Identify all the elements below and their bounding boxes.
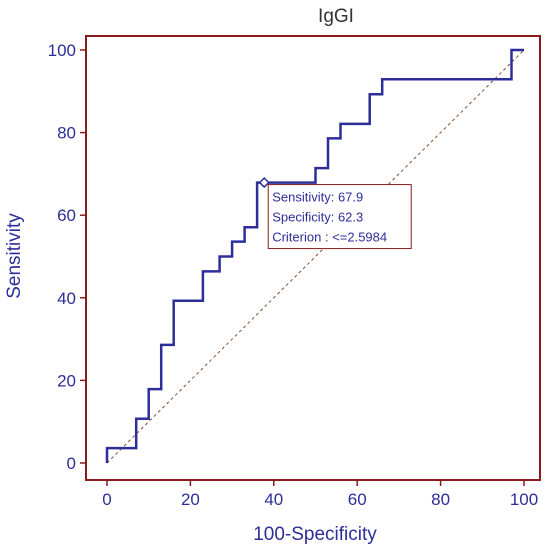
chart-title: IgGI	[318, 6, 354, 27]
y-tick-label: 80	[57, 124, 76, 143]
callout-line: Sensitivity: 67.9	[272, 190, 363, 205]
x-tick-label: 60	[348, 490, 367, 509]
x-axis-title: 100-Specificity	[253, 524, 377, 545]
plot-frame	[85, 35, 541, 481]
plot-area	[85, 35, 541, 481]
reference-diagonal-line	[106, 49, 525, 464]
callout-line: Criterion : <=2.5984	[272, 230, 387, 245]
x-tick-label: 100	[510, 490, 538, 509]
criterion-point-marker	[258, 177, 270, 189]
x-tick-label: 80	[431, 490, 450, 509]
criterion-callout: Sensitivity: 67.9 Specificity: 62.3 Criter…	[258, 177, 412, 250]
y-tick-label: 40	[57, 289, 76, 308]
x-tick-label: 0	[102, 490, 111, 509]
y-tick-label: 20	[57, 371, 76, 390]
callout-box	[267, 184, 412, 250]
roc-curve	[105, 48, 524, 463]
axis-ticks: 0 20 40 60 80 100 0 20 40 60 80 100	[48, 41, 539, 509]
y-tick-label: 100	[48, 41, 76, 60]
x-tick-label: 40	[264, 490, 283, 509]
x-tick-label: 20	[181, 490, 200, 509]
y-tick-label: 60	[57, 206, 76, 225]
callout-line: Specificity: 62.3	[272, 210, 363, 225]
y-tick-label: 0	[67, 454, 76, 473]
y-axis-title: Sensitivity	[4, 213, 25, 299]
